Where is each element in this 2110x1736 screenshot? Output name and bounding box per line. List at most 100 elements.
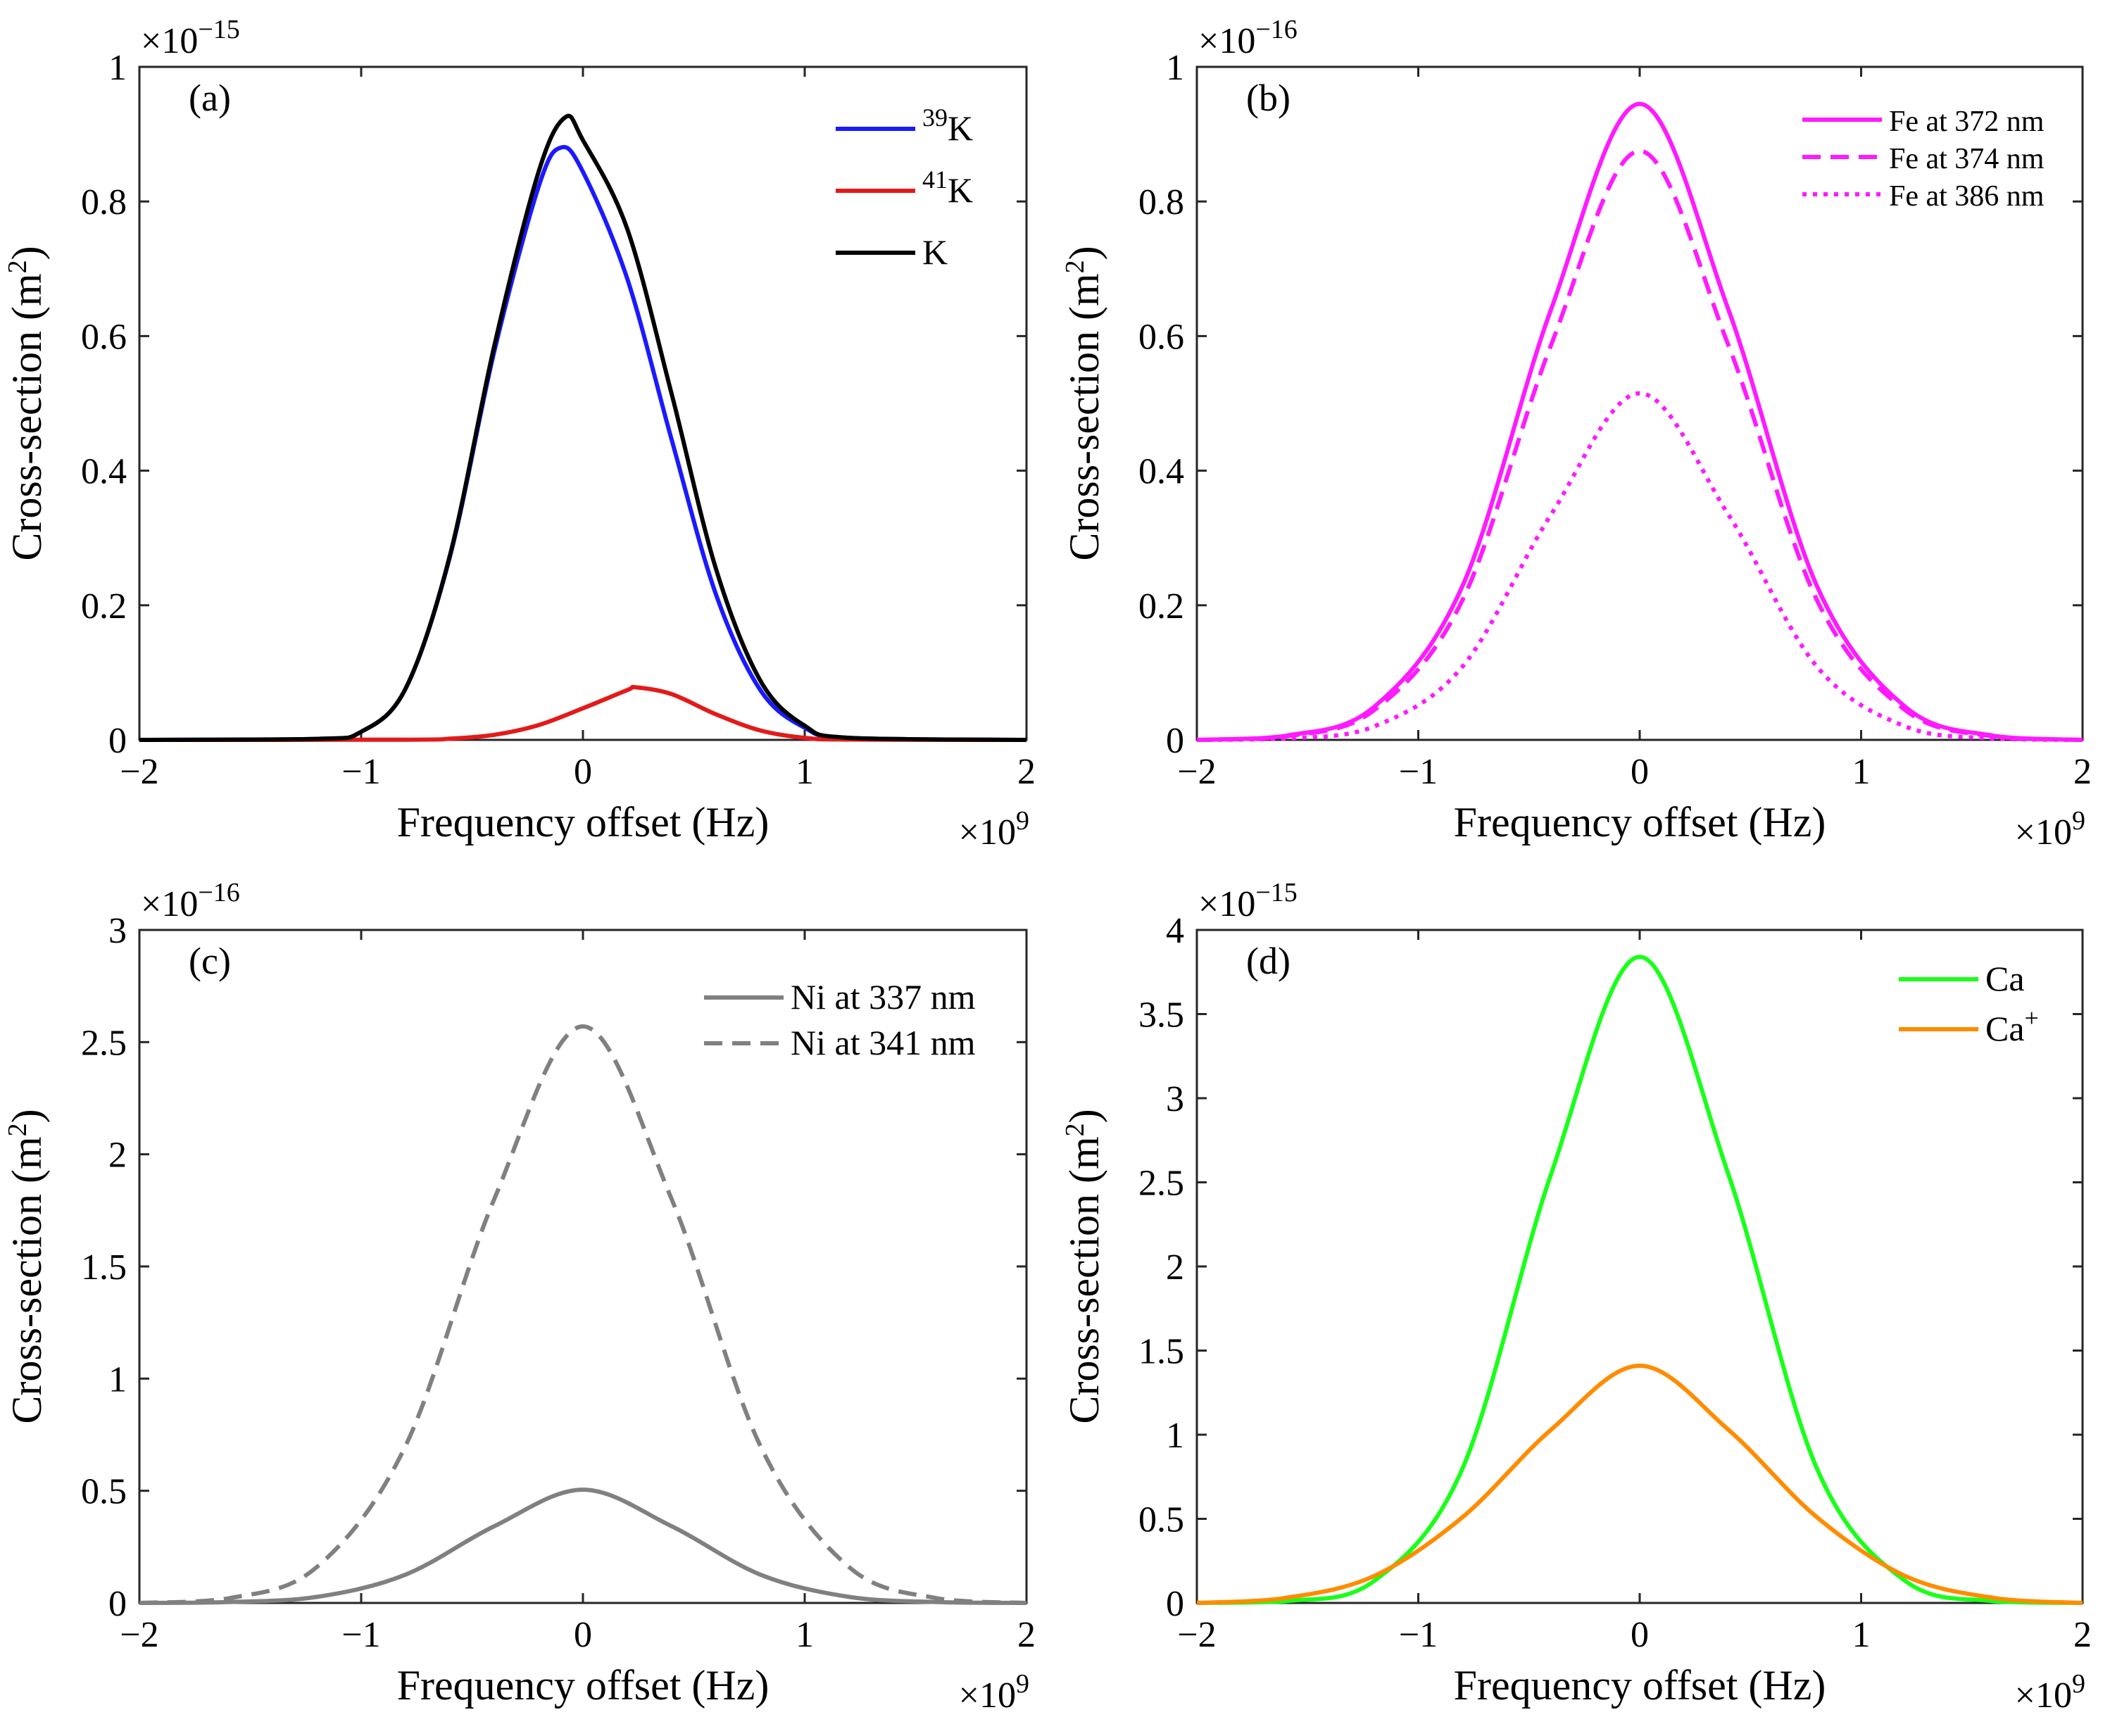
y-tick-label: 4 — [1166, 911, 1184, 951]
series-line-2 — [1196, 391, 2083, 742]
legend-label-1: Ca+ — [1985, 1004, 2039, 1048]
y-axis-label-text: Cross-section (m — [1061, 1136, 1107, 1423]
x-tick-label: −2 — [1177, 1615, 1216, 1655]
y-exponent-label: ×10−16 — [1198, 15, 1298, 61]
y-axis-label: Cross-section (m2) — [1060, 246, 1107, 560]
legend-label-1: Fe at 374 nm — [1889, 143, 2045, 175]
x-exponent-label: ×109 — [959, 1669, 1029, 1716]
panel-label: (a) — [189, 77, 231, 119]
y-exponent-base: ×10 — [141, 21, 198, 61]
y-tick-label: 1 — [108, 1359, 127, 1400]
chart-panel-a: −2 −1 0 1 2 0 0.2 0.4 0.6 0.8 1 Frequency offset (H… — [3, 15, 1036, 853]
y-tick-label: 3.5 — [1138, 995, 1184, 1036]
y-axis-label-text: Cross-section (m — [4, 1136, 50, 1423]
y-axis-label-text: Cross-section (m — [4, 273, 50, 560]
y-tick-label: 1.5 — [1138, 1332, 1184, 1372]
y-tick-label: 0.5 — [1138, 1500, 1184, 1540]
legend-label-0: Ni at 337 nm — [791, 977, 976, 1017]
y-axis-label-close: ) — [1061, 1109, 1107, 1123]
x-axis-label: Frequency offset (Hz) — [397, 799, 770, 845]
x-axis-label: Frequency offset (Hz) — [397, 1662, 770, 1709]
legend-label-0: 39K — [922, 103, 973, 148]
x-tick-label: 0 — [1631, 1615, 1649, 1655]
legend-label-0: Ca — [1985, 959, 2025, 998]
y-tick-label: 2.5 — [81, 1023, 127, 1063]
y-tick-label: 2.5 — [1138, 1164, 1184, 1204]
x-exponent-base: ×10 — [2015, 812, 2072, 853]
y-exponent-label: ×10−15 — [141, 15, 240, 61]
y-tick-label: 1 — [108, 48, 127, 88]
legend-label-1: 41K — [922, 165, 973, 210]
x-exponent-base: ×10 — [959, 1675, 1016, 1716]
series-line-0 — [139, 144, 1027, 742]
y-axis-label-close: ) — [4, 1109, 50, 1123]
legend-sup: 41 — [922, 165, 948, 194]
series-line-1 — [1196, 149, 2083, 742]
y-axis-label: Cross-section (m2) — [1060, 1109, 1107, 1423]
x-axis-label: Frequency offset (Hz) — [1454, 1662, 1826, 1709]
y-tick-label: 0 — [1166, 1584, 1184, 1624]
y-tick-label: 1 — [1166, 1416, 1184, 1456]
x-exponent-power: 9 — [1016, 806, 1029, 836]
x-axis-label: Frequency offset (Hz) — [1454, 799, 1826, 845]
x-tick-label: 1 — [1852, 752, 1871, 792]
y-tick-label: 1 — [1166, 48, 1184, 88]
y-axis-label: Cross-section (m2) — [3, 1109, 50, 1423]
y-exponent-power: −15 — [198, 15, 239, 44]
x-tick-label: −2 — [1177, 752, 1216, 792]
y-axis-label-sup: 2 — [3, 1123, 32, 1136]
y-exponent-power: −15 — [1255, 878, 1297, 907]
y-exponent-label: ×10−15 — [1198, 878, 1298, 924]
series-line-1 — [1196, 1364, 2083, 1605]
y-tick-label: 0.5 — [81, 1472, 127, 1512]
y-axis-label-sup: 2 — [1060, 1123, 1090, 1136]
legend-label-1: Ni at 341 nm — [791, 1023, 976, 1062]
y-exponent-label: ×10−16 — [141, 878, 240, 924]
legend-label-2: Fe at 386 nm — [1889, 180, 2045, 213]
legend-base: K — [948, 170, 973, 210]
x-tick-label: 0 — [574, 1615, 592, 1655]
x-tick-label: −1 — [341, 1615, 380, 1655]
y-exponent-base: ×10 — [141, 884, 198, 924]
x-tick-label: −2 — [120, 752, 158, 792]
legend-base: K — [948, 108, 973, 148]
x-tick-label: 1 — [1852, 1615, 1871, 1655]
y-tick-label: 2 — [1166, 1247, 1184, 1288]
y-tick-label: 1.5 — [81, 1247, 127, 1288]
y-tick-label: 0.2 — [1138, 586, 1184, 627]
y-axis-label-text: Cross-section (m — [1061, 273, 1107, 560]
x-exponent-power: 9 — [1016, 1669, 1029, 1699]
series-line-0 — [1196, 955, 2083, 1605]
legend-sup: 39 — [922, 103, 948, 132]
y-axis-label-close: ) — [4, 246, 50, 260]
series-line-1 — [139, 1024, 1027, 1605]
y-axis-label-sup: 2 — [3, 260, 32, 273]
x-tick-label: 2 — [1017, 1615, 1036, 1655]
series-line-2 — [139, 113, 1027, 742]
y-tick-label: 0.6 — [1138, 317, 1184, 357]
y-tick-label: 0.6 — [81, 317, 127, 357]
x-tick-label: 2 — [2073, 1615, 2092, 1655]
y-tick-label: 3 — [108, 911, 127, 951]
x-tick-label: −2 — [120, 1615, 158, 1655]
chart-panel-d: −2 −1 0 1 2 0 0.5 1 1.5 2 2.5 3 3.5 4 Frequency offset… — [1060, 878, 2092, 1716]
x-exponent-power: 9 — [2072, 1669, 2085, 1699]
y-tick-label: 0.4 — [1138, 452, 1184, 492]
y-tick-label: 0 — [1166, 721, 1184, 761]
y-exponent-power: −16 — [1255, 15, 1297, 44]
y-tick-label: 0.4 — [81, 452, 127, 492]
x-tick-label: 2 — [2073, 752, 2092, 792]
panel-label: (d) — [1246, 940, 1291, 982]
x-tick-label: 1 — [796, 1615, 814, 1655]
y-exponent-base: ×10 — [1198, 884, 1255, 924]
x-exponent-base: ×10 — [2015, 1675, 2072, 1716]
panel-label: (c) — [189, 940, 231, 982]
x-exponent-label: ×109 — [2015, 806, 2085, 853]
x-exponent-label: ×109 — [2015, 1669, 2085, 1716]
y-tick-label: 0.2 — [81, 586, 127, 627]
legend-label-0: Fe at 372 nm — [1889, 106, 2045, 138]
legend-base: Ca — [1985, 1009, 2025, 1048]
panel-label: (b) — [1246, 77, 1291, 119]
x-exponent-label: ×109 — [959, 806, 1029, 853]
